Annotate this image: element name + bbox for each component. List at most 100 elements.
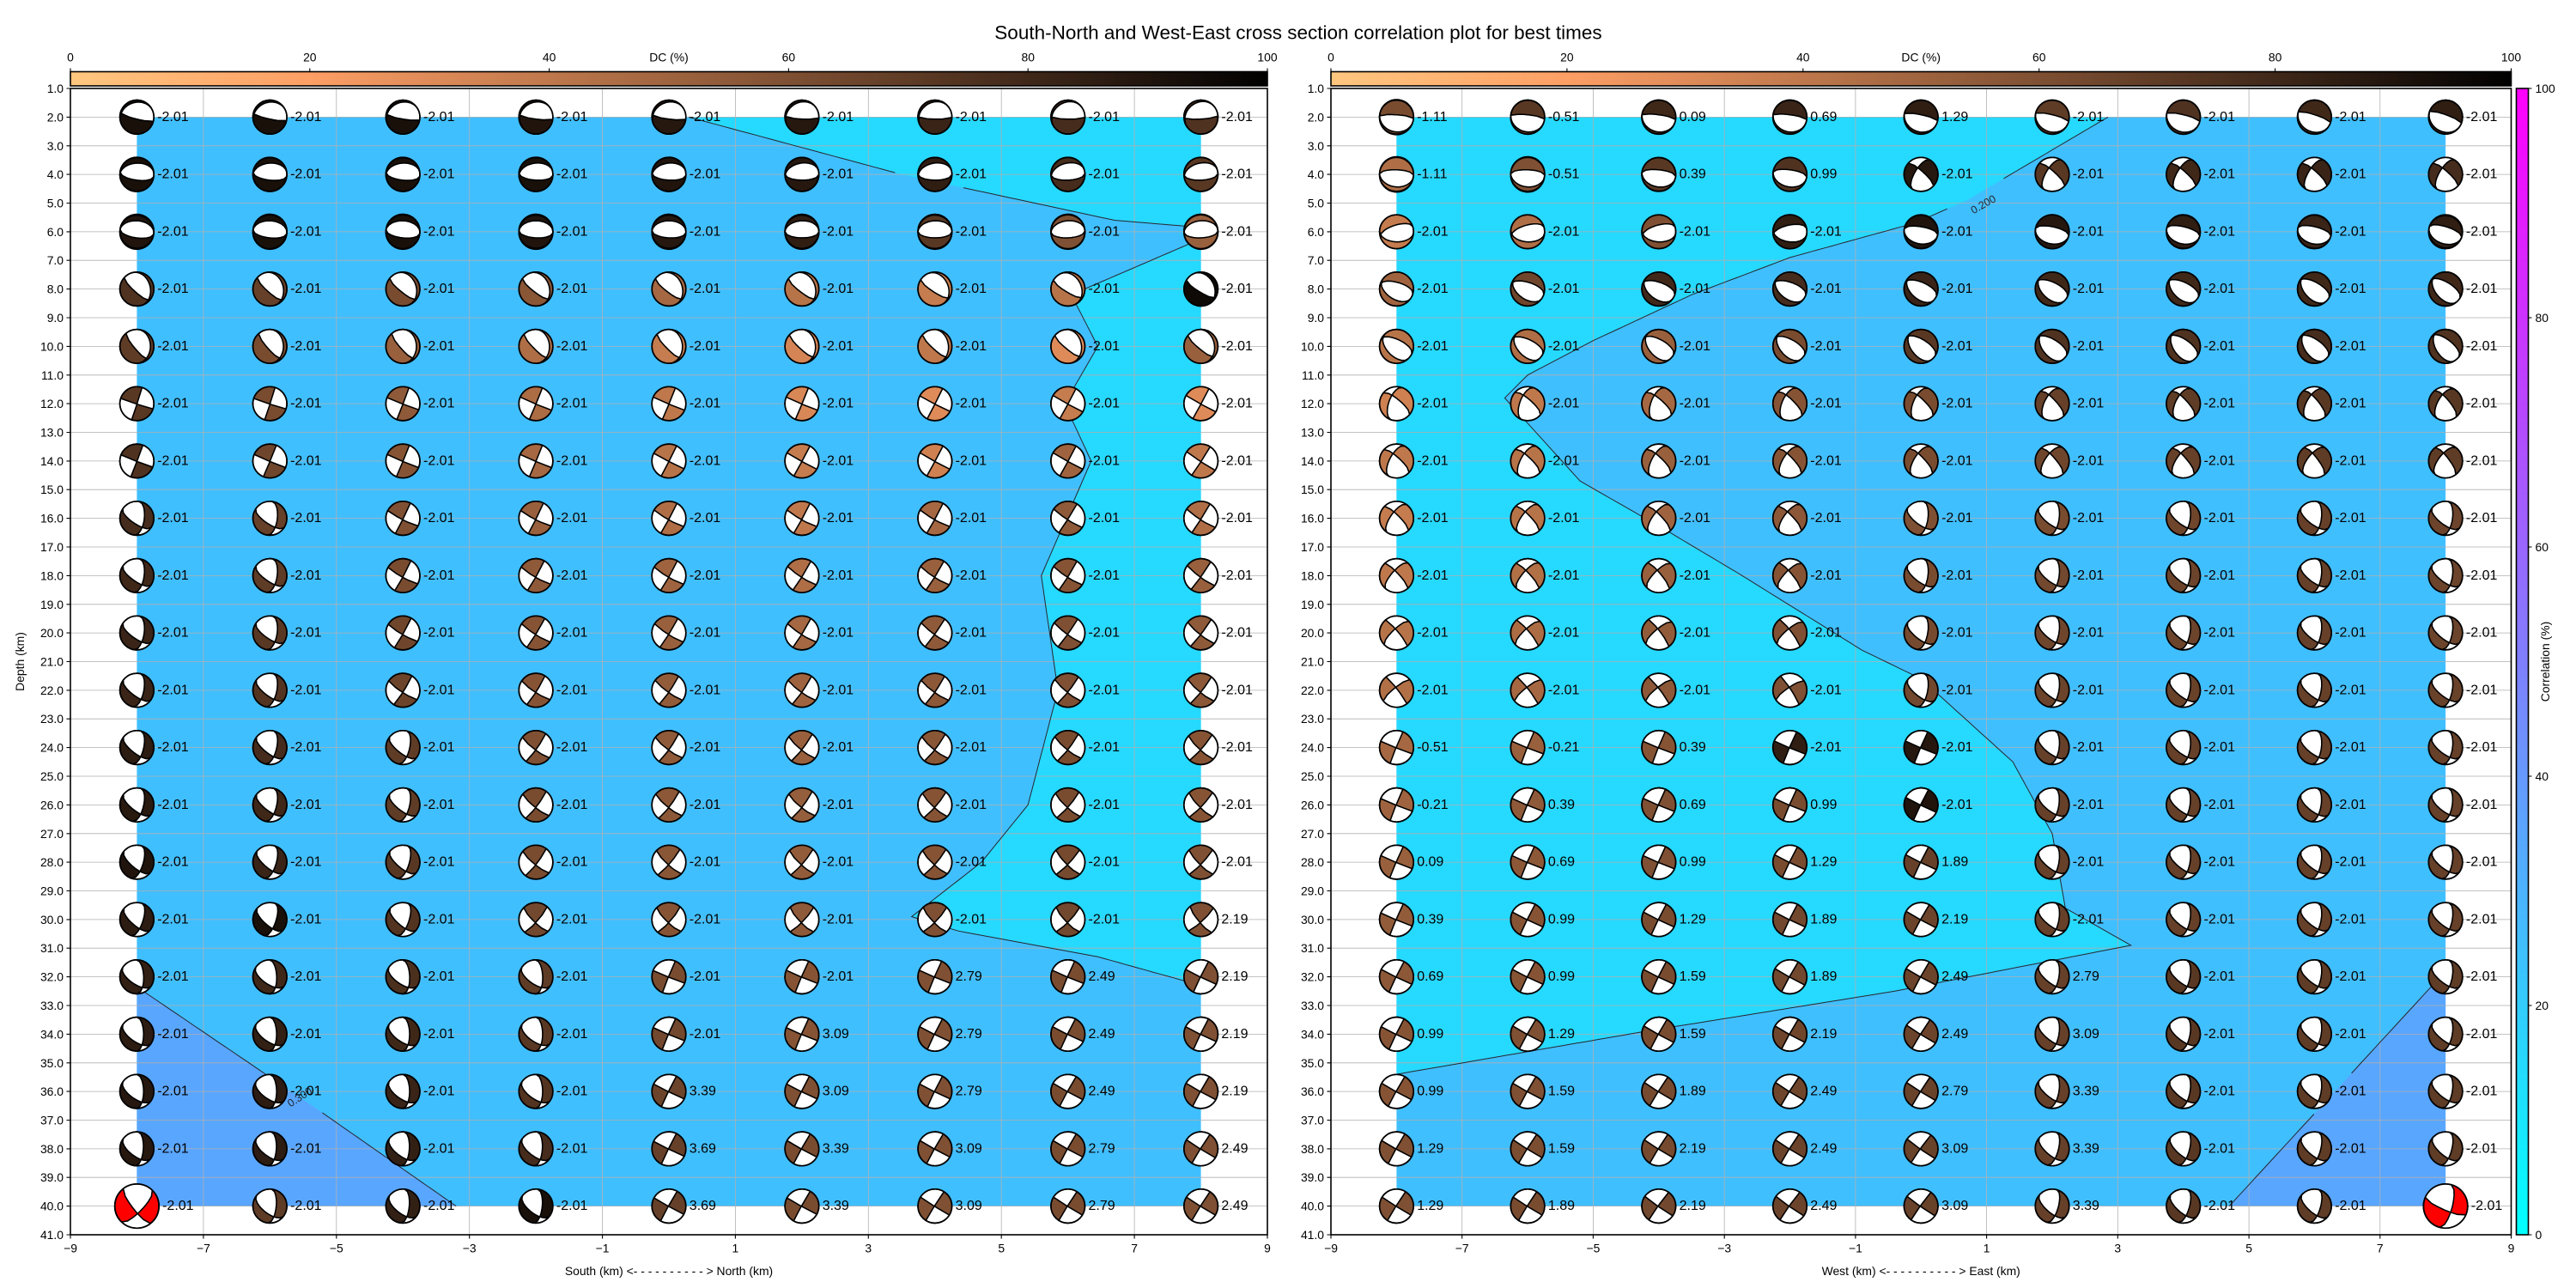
svg-text:-1.11: -1.11: [1417, 110, 1447, 125]
svg-text:−1: −1: [1849, 1242, 1862, 1255]
svg-text:2.49: 2.49: [1089, 1084, 1115, 1099]
svg-text:-2.01: -2.01: [1941, 568, 1973, 583]
svg-text:−5: −5: [330, 1242, 343, 1255]
svg-text:1: 1: [732, 1242, 739, 1255]
svg-text:-2.01: -2.01: [290, 224, 322, 239]
svg-text:-2.01: -2.01: [1221, 511, 1253, 526]
svg-text:3.69: 3.69: [690, 1199, 716, 1213]
svg-text:-2.01: -2.01: [423, 740, 455, 755]
svg-text:-2.01: -2.01: [2466, 969, 2498, 984]
svg-text:-2.01: -2.01: [1810, 453, 1842, 468]
svg-text:-2.01: -2.01: [2073, 568, 2105, 583]
svg-text:-2.01: -2.01: [956, 339, 987, 354]
svg-text:-2.01: -2.01: [556, 1027, 588, 1042]
svg-text:2.49: 2.49: [1810, 1084, 1837, 1099]
svg-text:100: 100: [2501, 51, 2521, 64]
svg-text:0: 0: [2536, 1228, 2543, 1242]
svg-text:20.0: 20.0: [1301, 626, 1324, 640]
svg-text:-2.01: -2.01: [956, 511, 987, 526]
svg-text:34.0: 34.0: [40, 1027, 64, 1041]
svg-text:11.0: 11.0: [1302, 368, 1324, 382]
svg-text:-2.01: -2.01: [2204, 282, 2236, 296]
svg-text:-2.01: -2.01: [2466, 339, 2498, 354]
svg-text:5: 5: [998, 1242, 1005, 1255]
svg-text:-2.01: -2.01: [1417, 626, 1449, 641]
svg-text:-0.51: -0.51: [1548, 167, 1580, 182]
svg-text:0.69: 0.69: [1810, 110, 1837, 125]
svg-text:0.09: 0.09: [1417, 855, 1443, 870]
svg-text:22.0: 22.0: [40, 683, 64, 697]
svg-text:19.0: 19.0: [40, 598, 64, 611]
svg-text:-2.01: -2.01: [157, 282, 189, 296]
svg-text:-2.01: -2.01: [690, 912, 721, 927]
svg-text:-2.01: -2.01: [1680, 511, 1711, 526]
svg-text:-2.01: -2.01: [2204, 568, 2236, 583]
svg-text:-2.01: -2.01: [1810, 282, 1842, 296]
svg-text:-2.01: -2.01: [423, 798, 455, 812]
svg-text:-2.01: -2.01: [423, 167, 455, 182]
svg-text:-2.01: -2.01: [1680, 568, 1711, 583]
svg-text:24.0: 24.0: [1301, 741, 1324, 755]
svg-text:3.09: 3.09: [1941, 1141, 1968, 1156]
svg-text:-2.01: -2.01: [2073, 282, 2105, 296]
svg-text:-2.01: -2.01: [1941, 339, 1973, 354]
svg-text:0.69: 0.69: [1680, 798, 1706, 812]
svg-text:-2.01: -2.01: [1810, 626, 1842, 641]
svg-text:-2.01: -2.01: [2466, 224, 2498, 239]
svg-text:11.0: 11.0: [41, 368, 64, 382]
svg-text:-2.01: -2.01: [690, 626, 721, 641]
svg-text:-2.01: -2.01: [2073, 511, 2105, 526]
svg-text:3.39: 3.39: [2073, 1141, 2099, 1156]
svg-text:1.89: 1.89: [1680, 1084, 1706, 1099]
svg-text:0.99: 0.99: [1810, 167, 1837, 182]
svg-text:-2.01: -2.01: [556, 511, 588, 526]
svg-text:-2.01: -2.01: [157, 568, 189, 583]
svg-text:-2.01: -2.01: [1810, 683, 1842, 697]
svg-text:14.0: 14.0: [40, 454, 64, 468]
svg-text:-2.01: -2.01: [290, 282, 322, 296]
svg-text:-2.01: -2.01: [2466, 110, 2498, 125]
svg-text:-2.01: -2.01: [556, 568, 588, 583]
svg-text:4.0: 4.0: [47, 167, 64, 181]
svg-text:-2.01: -2.01: [157, 626, 189, 641]
svg-text:-2.01: -2.01: [1680, 453, 1711, 468]
svg-text:-2.01: -2.01: [2471, 1199, 2503, 1213]
svg-text:9.0: 9.0: [1308, 311, 1325, 325]
svg-text:-2.01: -2.01: [1417, 568, 1449, 583]
svg-text:-2.01: -2.01: [2335, 1141, 2366, 1156]
svg-text:34.0: 34.0: [1301, 1027, 1324, 1041]
svg-text:-2.01: -2.01: [1089, 453, 1121, 468]
svg-text:-2.01: -2.01: [2335, 1027, 2366, 1042]
svg-text:-2.01: -2.01: [2204, 798, 2236, 812]
svg-text:-2.01: -2.01: [690, 339, 721, 354]
svg-text:-2.01: -2.01: [956, 912, 987, 927]
svg-text:16.0: 16.0: [1301, 512, 1324, 526]
svg-text:20: 20: [1560, 51, 1574, 64]
svg-text:-2.01: -2.01: [1941, 453, 1973, 468]
svg-text:27.0: 27.0: [1301, 827, 1324, 841]
svg-text:-2.01: -2.01: [2204, 511, 2236, 526]
svg-text:0.69: 0.69: [1417, 969, 1443, 984]
svg-text:-2.01: -2.01: [1089, 626, 1121, 641]
svg-text:-2.01: -2.01: [2466, 568, 2498, 583]
svg-text:-2.01: -2.01: [956, 855, 987, 870]
svg-text:-2.01: -2.01: [1941, 511, 1973, 526]
svg-text:-2.01: -2.01: [1089, 740, 1121, 755]
svg-text:13.0: 13.0: [40, 426, 64, 440]
svg-text:-2.01: -2.01: [2073, 798, 2105, 812]
svg-text:0.39: 0.39: [1680, 167, 1706, 182]
svg-text:South-North and West-East cros: South-North and West-East cross section …: [994, 22, 1601, 44]
svg-text:10.0: 10.0: [1301, 339, 1324, 353]
svg-text:-2.01: -2.01: [2335, 110, 2366, 125]
svg-text:-2.01: -2.01: [956, 626, 987, 641]
svg-text:-2.01: -2.01: [1089, 110, 1121, 125]
svg-text:-2.01: -2.01: [1089, 511, 1121, 526]
svg-text:-2.01: -2.01: [290, 511, 322, 526]
svg-text:0: 0: [1327, 51, 1334, 64]
svg-text:-2.01: -2.01: [2335, 453, 2366, 468]
svg-text:-2.01: -2.01: [157, 110, 189, 125]
svg-text:18.0: 18.0: [1301, 568, 1324, 582]
svg-text:-2.01: -2.01: [1221, 683, 1253, 697]
svg-text:-2.01: -2.01: [2073, 740, 2105, 755]
svg-text:-2.01: -2.01: [1548, 397, 1580, 411]
